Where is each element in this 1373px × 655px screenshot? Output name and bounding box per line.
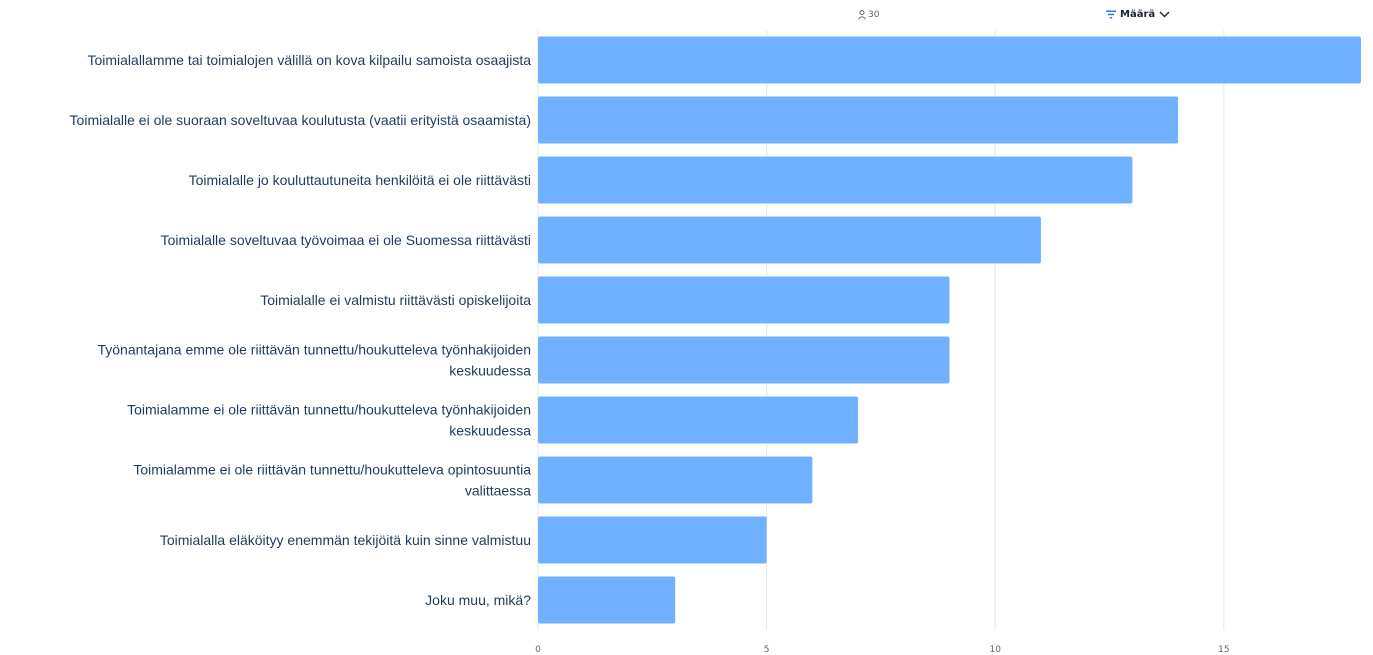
bar[interactable] <box>538 216 1041 264</box>
sort-label: Määrä <box>1120 9 1156 20</box>
bar[interactable] <box>538 456 813 504</box>
sort-icon <box>1106 10 1116 19</box>
category-label: Toimialalle soveltuvaa työvoimaa ei ole … <box>161 232 531 248</box>
category-label: Toimialamme ei ole riittävän tunnettu/ho… <box>133 462 531 499</box>
bar[interactable] <box>538 516 767 564</box>
category-label: Toimialalla eläköityy enemmän tekijöitä … <box>160 532 531 548</box>
person-icon <box>858 10 866 20</box>
chevron-down-icon <box>1159 11 1170 18</box>
bar[interactable] <box>538 36 1361 84</box>
category-label: Työnantajana emme ole riittävän tunnettu… <box>97 342 531 379</box>
category-label: Toimialallamme tai toimialojen välillä o… <box>87 52 531 68</box>
sort-dropdown[interactable]: Määrä <box>1106 9 1170 20</box>
bar[interactable] <box>538 396 859 444</box>
respondent-count-value: 30 <box>868 10 880 20</box>
category-label: Toimialalle ei valmistu riittävästi opis… <box>260 292 531 308</box>
bar[interactable] <box>538 336 950 384</box>
bar[interactable] <box>538 576 676 624</box>
x-tick-label: 5 <box>764 645 770 655</box>
category-label: Toimialalle ei ole suoraan soveltuvaa ko… <box>70 112 531 128</box>
bar[interactable] <box>538 276 950 324</box>
x-tick-label: 0 <box>535 645 541 655</box>
category-label: Joku muu, mikä? <box>425 592 531 608</box>
x-tick-label: 15 <box>1218 645 1229 655</box>
chart-header: 30 Määrä <box>0 0 1373 30</box>
category-label: Toimialalle jo kouluttautuneita henkilöi… <box>189 172 531 188</box>
category-label: Toimialamme ei ole riittävän tunnettu/ho… <box>127 402 531 439</box>
bar[interactable] <box>538 156 1133 204</box>
x-tick-label: 10 <box>989 645 1001 655</box>
bar[interactable] <box>538 96 1179 144</box>
respondent-count: 30 <box>858 10 879 20</box>
